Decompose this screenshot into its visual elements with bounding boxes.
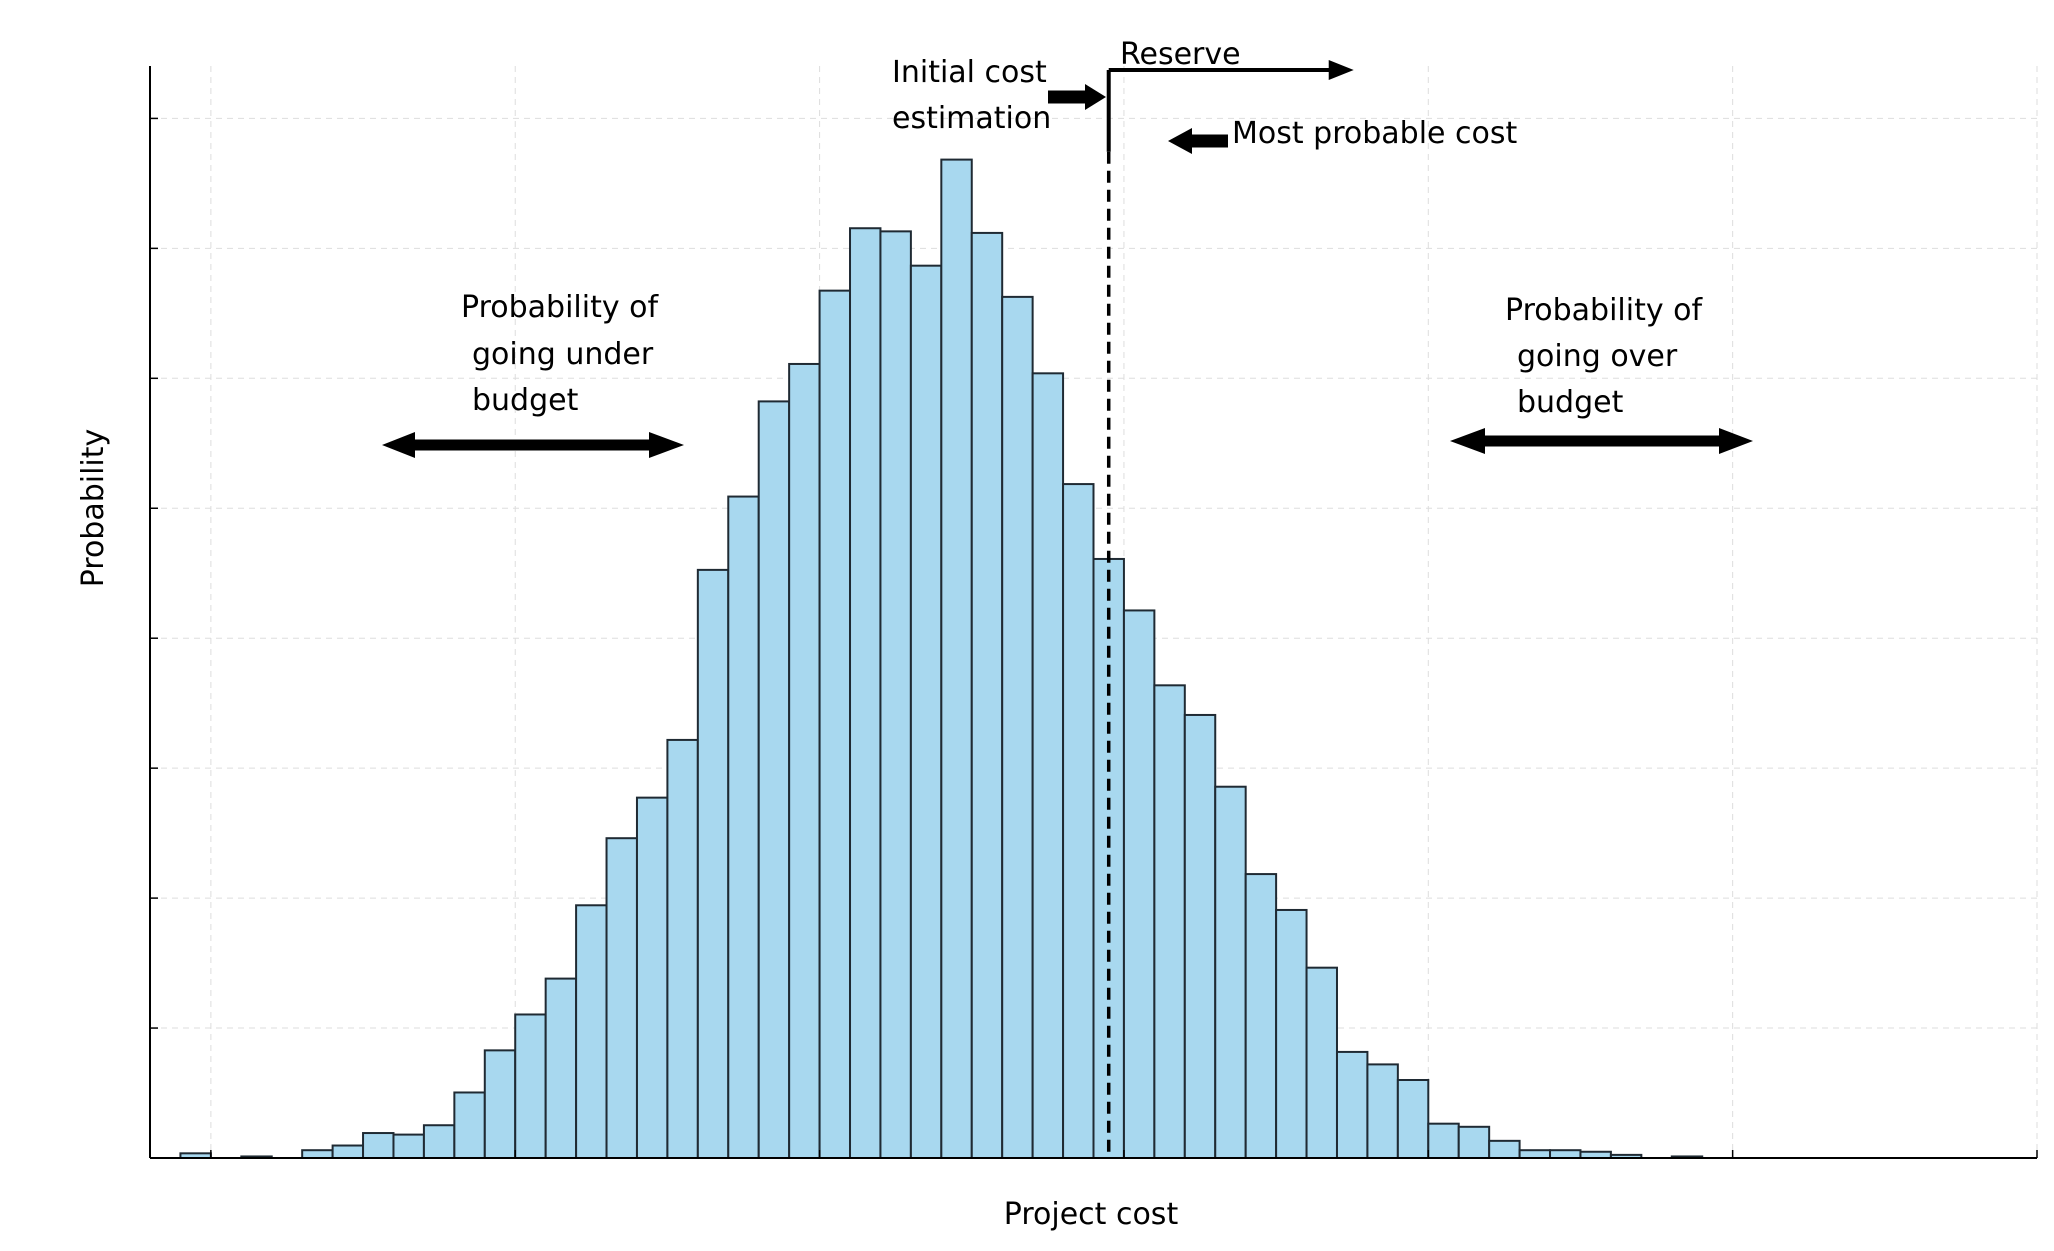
histogram-bar bbox=[1518, 1149, 1552, 1159]
histogram-bar bbox=[453, 1091, 486, 1159]
histogram-bar bbox=[696, 568, 730, 1159]
over-budget-label-line2: going over bbox=[1517, 339, 1678, 374]
under-budget-label-line2: going under bbox=[472, 337, 654, 372]
histogram-bar bbox=[605, 837, 638, 1159]
histogram-bar bbox=[1062, 483, 1095, 1159]
histogram-bar bbox=[1001, 295, 1034, 1159]
grid-lines bbox=[150, 66, 2038, 1158]
histogram-bar bbox=[1457, 1125, 1491, 1160]
histogram-bar bbox=[970, 231, 1004, 1160]
under-budget-label-line1: Probability of bbox=[461, 290, 659, 325]
over-budget-double-arrow bbox=[1450, 428, 1753, 454]
histogram-bar bbox=[1153, 684, 1186, 1159]
histogram-bar bbox=[1366, 1063, 1399, 1160]
axis-ticks bbox=[150, 117, 2038, 1158]
histogram-bar bbox=[301, 1149, 334, 1159]
initial-cost-label-line1: Initial cost bbox=[892, 55, 1047, 90]
histogram-bar bbox=[1244, 873, 1278, 1160]
over-budget-label-line1: Probability of bbox=[1505, 293, 1703, 328]
initial-cost-label-line2: estimation bbox=[892, 101, 1051, 136]
histogram-bar bbox=[879, 230, 912, 1160]
reserve-label: Reserve bbox=[1120, 37, 1241, 72]
y-axis-label: Probability bbox=[76, 429, 111, 588]
histogram-bar bbox=[1031, 372, 1065, 1159]
reserve-arrowhead bbox=[1328, 60, 1354, 80]
histogram-bar bbox=[1335, 1050, 1369, 1160]
initial-cost-arrow bbox=[1048, 84, 1106, 110]
histogram-bar bbox=[331, 1144, 365, 1160]
histogram-bar bbox=[757, 400, 791, 1159]
histogram-bar bbox=[666, 738, 699, 1159]
histogram-bar bbox=[909, 264, 943, 1159]
most-probable-cost-label: Most probable cost bbox=[1232, 116, 1518, 151]
histogram-bar bbox=[1488, 1139, 1521, 1159]
reference-annotations bbox=[1106, 60, 1354, 1158]
histogram-bar bbox=[1427, 1122, 1460, 1160]
histogram-bar bbox=[422, 1124, 456, 1159]
histogram-bar bbox=[514, 1013, 547, 1159]
histogram-bar bbox=[362, 1132, 395, 1160]
histogram-bar bbox=[1122, 609, 1156, 1159]
histogram-bar bbox=[818, 289, 852, 1159]
under-budget-label-line3: budget bbox=[472, 383, 579, 418]
histogram-bar bbox=[1183, 713, 1217, 1160]
histogram-bar bbox=[483, 1049, 517, 1159]
histogram-bar bbox=[544, 977, 578, 1159]
most-probable-cost-arrow bbox=[1168, 128, 1228, 154]
histogram-bar bbox=[788, 362, 821, 1159]
histogram-bar bbox=[940, 158, 973, 1160]
histogram-bar bbox=[1305, 966, 1338, 1159]
under-budget-double-arrow bbox=[382, 432, 684, 458]
histogram-bar bbox=[1396, 1079, 1430, 1159]
histogram-bar bbox=[1214, 785, 1247, 1159]
histogram-bar bbox=[575, 904, 608, 1160]
histogram-bar bbox=[392, 1133, 425, 1159]
histogram-bar bbox=[849, 227, 882, 1160]
histogram-bar bbox=[1549, 1149, 1582, 1159]
histogram-bar bbox=[727, 495, 760, 1159]
over-budget-label-line3: budget bbox=[1517, 385, 1624, 420]
histogram-bars bbox=[179, 158, 1704, 1160]
histogram-bar bbox=[635, 796, 669, 1159]
histogram-bar bbox=[1275, 908, 1308, 1160]
x-axis-label: Project cost bbox=[1004, 1197, 1179, 1232]
